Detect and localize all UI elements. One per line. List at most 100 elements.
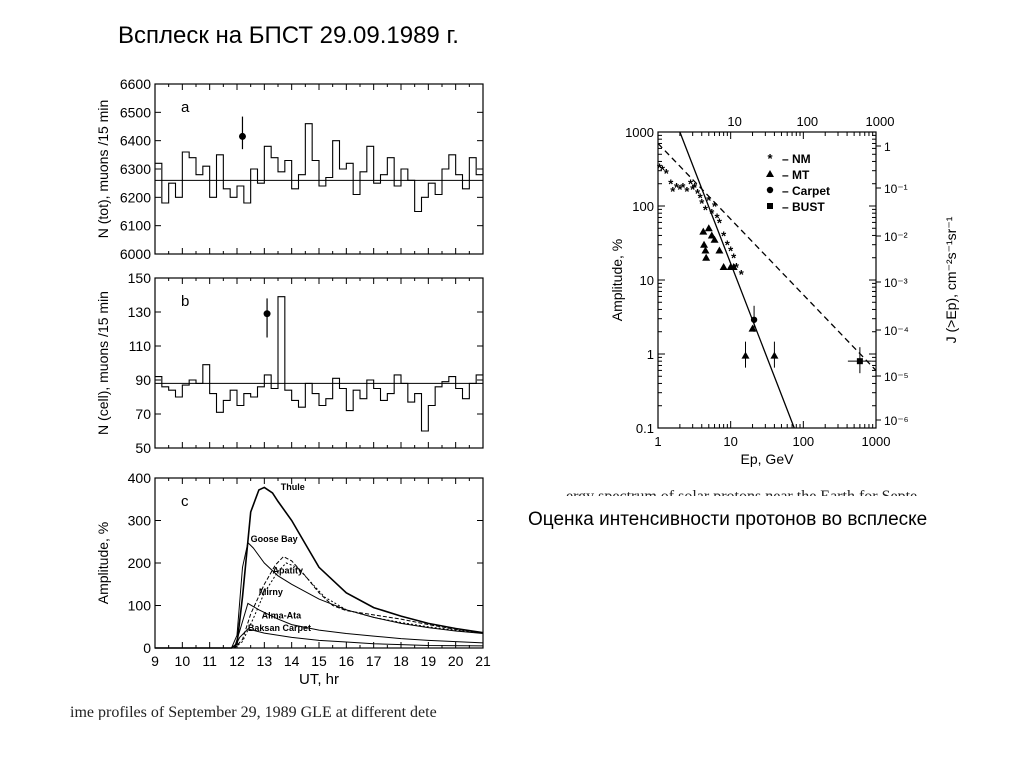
nm-point: * (739, 267, 745, 282)
nm-point: * (734, 260, 740, 275)
station-label: Apatity (273, 566, 304, 576)
mt-point (710, 235, 719, 243)
legend-label: – NM (782, 152, 811, 166)
y-tick-label: 6500 (120, 104, 151, 120)
x-tick-label: 13 (257, 653, 273, 669)
right-y-tick-label: 10⁻¹ (884, 182, 908, 196)
mt-point (729, 262, 738, 270)
right-y-tick-label: 1 (884, 140, 891, 154)
x-tick-label: 20 (448, 653, 464, 669)
nm-point: * (692, 180, 698, 195)
y-tick-label: 100 (128, 598, 152, 614)
right-caption: Оценка интенсивности протонов во всплеск… (528, 509, 928, 530)
top-x-tick-label: 100 (796, 114, 818, 129)
mt-point (766, 170, 774, 177)
y-tick-label: 70 (135, 406, 151, 422)
station-line (155, 562, 484, 649)
bust-point (767, 203, 773, 209)
station-line (155, 555, 484, 649)
station-label: Goose Bay (251, 534, 298, 544)
y-tick-label: 150 (128, 270, 152, 286)
y-tick-label: 100 (632, 199, 654, 214)
nm-point: * (690, 182, 696, 197)
y-axis-label: N (cell), muons /15 min (95, 291, 111, 435)
proton-spectrum-figure: 1 10 100 1000 0.1 1 10 100 1000 10 100 1000 1 10⁻¹ 10⁻… (560, 100, 980, 485)
muon-time-profiles-figure: 6000 6100 6200 6300 6400 6500 6600 N (tot), muo… (68, 68, 498, 693)
y-tick-label: 110 (129, 338, 152, 354)
nm-point: * (709, 206, 715, 221)
nm-point: * (712, 199, 718, 214)
mt-point (699, 227, 708, 235)
y-tick-label: 6400 (120, 133, 151, 149)
y-axis-label: Amplitude, % (95, 522, 111, 604)
y-tick-label: 6300 (120, 161, 151, 177)
nm-point: * (721, 228, 727, 243)
x-tick-label: 15 (311, 653, 327, 669)
right-y-tick-label: 10⁻⁵ (884, 370, 909, 384)
nm-point: * (684, 184, 690, 199)
x-tick-label: 100 (792, 434, 814, 449)
right-figure-caption: ergy spectrum of solar protons near the … (566, 486, 976, 496)
station-label: Alma-Ata (262, 610, 303, 620)
y-tick-label: 6600 (120, 76, 151, 92)
slide-title: Всплеск на БПСТ 29.09.1989 г. (118, 22, 459, 49)
nm-point: * (657, 161, 663, 176)
right-y-tick-label: 10⁻³ (884, 276, 908, 290)
carpet-point (766, 186, 774, 194)
y-axis-label: Amplitude, % (609, 239, 625, 321)
nm-point: * (670, 184, 676, 199)
station-label: Mirny (259, 587, 283, 597)
marker-point (238, 132, 246, 140)
step-series-line (155, 123, 483, 213)
right-y-tick-label: 10⁻⁴ (884, 324, 909, 338)
nm-point: * (668, 177, 674, 192)
nm-point: * (674, 180, 680, 195)
x-tick-label: 19 (421, 653, 437, 669)
station-label: Baksan Carpet (248, 623, 311, 633)
mt-point (715, 246, 724, 254)
x-tick-label: 21 (475, 653, 491, 669)
y-tick-label: 0.1 (636, 421, 654, 436)
nm-point: * (767, 151, 773, 166)
right-y-axis-label: J (>Ep), cm⁻²s⁻¹sr⁻¹ (943, 216, 959, 343)
station-line (155, 486, 484, 649)
y-tick-label: 90 (135, 372, 151, 388)
x-tick-label: 10 (175, 653, 191, 669)
mt-point (719, 262, 728, 270)
x-axis-label: Ep, GeV (741, 451, 795, 467)
x-tick-label: 14 (284, 653, 300, 669)
nm-point: * (717, 215, 723, 230)
nm-point: * (660, 163, 666, 178)
nm-point: * (698, 191, 704, 206)
nm-point: * (664, 166, 670, 181)
x-axis-label: UT, hr (299, 671, 339, 688)
mt-point (704, 224, 713, 232)
marker-point (263, 310, 271, 318)
panel-letter: a (181, 99, 190, 116)
station-line (155, 628, 484, 649)
x-tick-label: 1000 (862, 434, 891, 449)
panel-b: 50 70 90 110 130 150 N (cell), muons /15 min b (95, 270, 484, 456)
panel-letter: b (181, 293, 189, 310)
x-tick-label: 11 (202, 653, 217, 669)
legend-label: – MT (782, 168, 810, 182)
right-y-tick-label: 10⁻² (884, 230, 908, 244)
panel-frame (154, 477, 484, 649)
station-label: Thule (281, 482, 305, 492)
x-tick-label: 17 (366, 653, 382, 669)
nm-point: * (731, 251, 737, 266)
y-tick-label: 10 (640, 273, 654, 288)
nm-point: * (677, 182, 683, 197)
station-line (155, 602, 484, 649)
panel-c: 0 100 200 300 400 Amplitude, % c 9 10 11 12 13 14 15 1… (95, 470, 491, 688)
nm-point: * (706, 193, 712, 208)
y-tick-label: 50 (135, 440, 151, 456)
nm-point: * (715, 210, 721, 225)
x-tick-label: 16 (339, 653, 355, 669)
legend-label: – BUST (782, 200, 825, 214)
y-tick-label: 6000 (120, 246, 151, 262)
panel-a: 6000 6100 6200 6300 6400 6500 6600 N (tot), muo… (95, 76, 484, 262)
y-tick-label: 200 (128, 555, 152, 571)
left-figure-caption: ime profiles of September 29, 1989 GLE a… (70, 704, 437, 720)
